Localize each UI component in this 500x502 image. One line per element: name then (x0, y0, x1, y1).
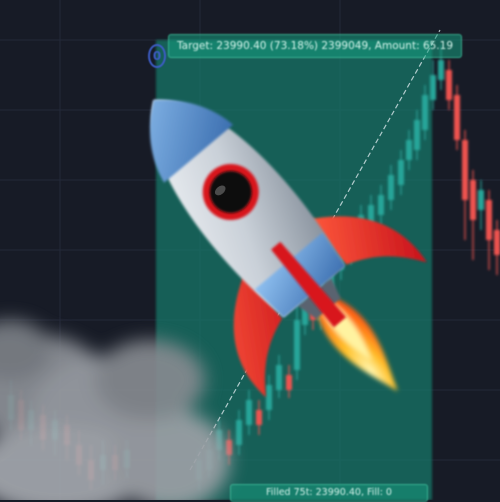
trend-line (189, 29, 441, 471)
candle-body (462, 140, 468, 200)
candle-body (378, 195, 384, 215)
target-label: Target: 23990.40 (73.18%) 2399049, Amoun… (168, 34, 462, 58)
candle-body (446, 70, 452, 100)
candle-body (470, 180, 476, 220)
position-marker: 0 (148, 44, 166, 68)
candle-body (438, 60, 444, 80)
candle-body (256, 410, 262, 425)
candle-body (294, 320, 300, 370)
candle-body (388, 175, 394, 200)
candle-body (486, 200, 492, 240)
candle-body (286, 375, 292, 390)
candle-body (236, 420, 242, 445)
candle-body (266, 385, 272, 410)
candle-body (478, 190, 484, 210)
candle-body (276, 365, 282, 390)
candle-body (246, 400, 252, 425)
candle-body (406, 140, 412, 160)
candle-body (494, 230, 500, 255)
candle-body (454, 95, 460, 140)
fill-label: Filled 75t: 23990.40, Fill: 0 (230, 484, 428, 502)
smoke-cloud (0, 320, 230, 500)
candle-body (414, 120, 420, 150)
candle-body (430, 75, 436, 100)
candle-body (302, 300, 308, 325)
candle-body (368, 205, 374, 225)
rocket-icon (149, 99, 427, 398)
candle-body (226, 440, 232, 455)
candle-body (422, 95, 428, 130)
candle-body (398, 160, 404, 185)
